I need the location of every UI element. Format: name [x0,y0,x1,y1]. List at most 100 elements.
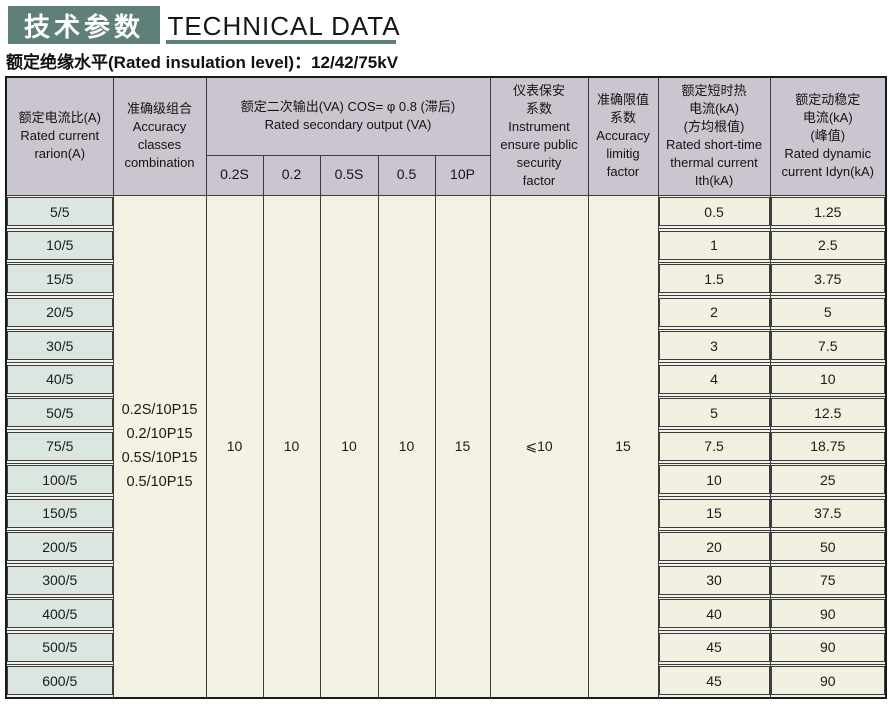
ratio-value: 300/5 [7,565,112,595]
title-en: TECHNICAL DATA [167,11,401,41]
thermal-value: 3 [659,331,770,361]
limit-factor-cell: 15 [587,194,659,698]
thermal-cell: 20 [657,529,771,564]
dynamic-value: 10 [771,364,886,394]
output-0-5-cell: 10 [377,194,436,698]
ratio-value: 15/5 [7,264,112,294]
dynamic-cell: 50 [769,529,887,564]
ratio-cell: 500/5 [5,630,114,665]
dynamic-cell: 90 [769,630,887,665]
output-0-2s-cell: 10 [205,194,264,698]
thermal-cell: 3 [657,328,771,363]
table-row: 300/5 30 75 [5,563,887,598]
ratio-value: 100/5 [7,465,112,495]
table-body: 5/5 0.2S/10P15 0.2/10P15 0.5S/10P15 0.5/… [5,194,887,698]
thermal-cell: 10 [657,462,771,497]
dynamic-cell: 10 [769,362,887,397]
thermal-cell: 4 [657,362,771,397]
table-row: 15/5 1.5 3.75 [5,261,887,296]
dynamic-cell: 7.5 [769,328,887,363]
ratio-value: 600/5 [7,666,112,695]
dynamic-cell: 75 [769,563,887,598]
ratio-value: 10/5 [7,230,112,260]
accuracy-class-line: 0.5S/10P15 [121,450,198,466]
thermal-cell: 1.5 [657,261,771,296]
ratio-cell: 30/5 [5,328,114,363]
dynamic-cell: 5 [769,295,887,330]
ratio-value: 75/5 [7,431,112,461]
thermal-cell: 15 [657,496,771,531]
dynamic-value: 75 [771,565,886,595]
col-header-thermal-current: 额定短时热 电流(kA) (方均根值) Rated short-time the… [657,76,771,196]
thermal-cell: 30 [657,563,771,598]
title-underline [166,40,396,44]
thermal-cell: 40 [657,596,771,631]
thermal-value: 40 [659,599,770,629]
output-0-5s-cell: 10 [319,194,379,698]
table-row: 5/5 0.2S/10P15 0.2/10P15 0.5S/10P15 0.5/… [5,194,887,698]
dynamic-cell: 90 [769,596,887,631]
ratio-cell: 75/5 [5,429,114,464]
thermal-value: 5 [659,398,770,428]
table-row: 50/5 5 12.5 [5,395,887,430]
thermal-cell: 0.5 [657,194,771,229]
dynamic-value: 25 [771,465,886,495]
dynamic-cell: 1.25 [769,194,887,229]
table-row: 500/5 45 90 [5,630,887,665]
ratio-cell: 40/5 [5,362,114,397]
dynamic-value: 90 [771,599,886,629]
ratio-cell: 600/5 [5,663,114,698]
col-header-ratio: 额定电流比(A) Rated current rarion(A) [5,76,114,196]
security-factor-cell: ⩽10 [489,194,589,698]
subcol-10p: 10P [434,154,491,196]
ratio-cell: 300/5 [5,563,114,598]
thermal-cell: 45 [657,663,771,698]
thermal-cell: 1 [657,228,771,263]
ratio-cell: 400/5 [5,596,114,631]
thermal-value: 45 [659,666,770,695]
output-10p-cell: 15 [434,194,491,698]
thermal-value: 1.5 [659,264,770,294]
dynamic-value: 18.75 [771,431,886,461]
dynamic-cell: 25 [769,462,887,497]
ratio-value: 400/5 [7,599,112,629]
ratio-cell: 10/5 [5,228,114,263]
ratio-value: 30/5 [7,331,112,361]
ratio-value: 50/5 [7,398,112,428]
thermal-cell: 5 [657,395,771,430]
dynamic-value: 37.5 [771,498,886,528]
dynamic-value: 90 [771,632,886,662]
dynamic-cell: 12.5 [769,395,887,430]
thermal-value: 45 [659,632,770,662]
dynamic-cell: 2.5 [769,228,887,263]
dynamic-value: 2.5 [771,230,886,260]
ratio-value: 500/5 [7,632,112,662]
table-row: 75/5 7.5 18.75 [5,429,887,464]
dynamic-value: 90 [771,666,886,695]
col-header-limit-factor: 准确限值 系数 Accuracy limitig factor [587,76,659,196]
thermal-value: 15 [659,498,770,528]
accuracy-class-line: 0.2S/10P15 [121,402,198,418]
ratio-cell: 5/5 [5,194,114,229]
table-row: 600/5 45 90 [5,663,887,698]
table-row: 20/5 2 5 [5,295,887,330]
subcol-0-2s: 0.2S [205,154,264,196]
thermal-value: 4 [659,364,770,394]
ratio-value: 20/5 [7,297,112,327]
insulation-level-text: 额定绝缘水平(Rated insulation level)：12/42/75k… [6,53,399,72]
header-row-2: 0.2S 0.2 0.5S 0.5 10P [6,154,886,196]
accuracy-classes-cell: 0.2S/10P15 0.2/10P15 0.5S/10P15 0.5/10P1… [112,194,207,698]
dynamic-cell: 3.75 [769,261,887,296]
ratio-cell: 20/5 [5,295,114,330]
table-row: 30/5 3 7.5 [5,328,887,363]
subcol-0-2: 0.2 [262,154,321,196]
thermal-value: 0.5 [659,197,770,227]
ratio-value: 40/5 [7,364,112,394]
thermal-value: 20 [659,532,770,562]
output-0-2-cell: 10 [262,194,321,698]
thermal-value: 2 [659,297,770,327]
ratio-cell: 150/5 [5,496,114,531]
technical-data-table: 额定电流比(A) Rated current rarion(A) 准确级组合 A… [5,76,888,699]
dynamic-value: 3.75 [771,264,886,294]
